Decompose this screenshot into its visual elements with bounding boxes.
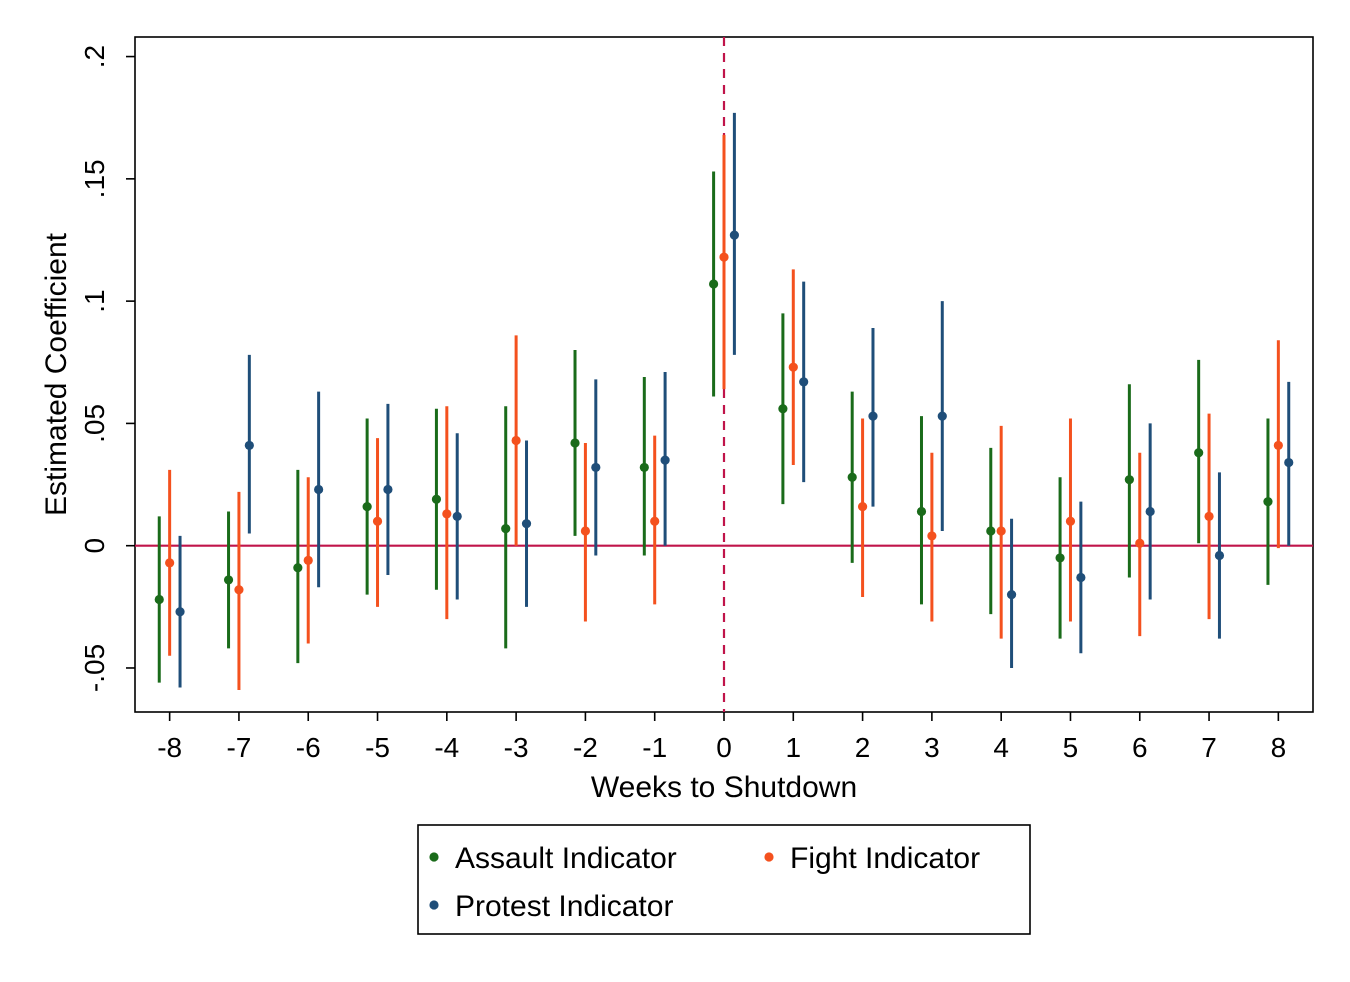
assault-indicator-legend-marker — [429, 852, 439, 862]
assault-indicator-point — [1124, 475, 1134, 485]
legend-box — [417, 824, 1031, 935]
protest-indicator-point — [1214, 550, 1225, 561]
assault-indicator-point — [778, 404, 788, 414]
x-tick-label: 6 — [1132, 732, 1148, 763]
assault-indicator-point — [986, 526, 996, 536]
protest-indicator-point — [1145, 506, 1155, 517]
fight-indicator-point — [1135, 538, 1145, 548]
assault-indicator-point — [223, 575, 234, 585]
assault-indicator-point — [431, 494, 442, 504]
fight-indicator-point — [1204, 511, 1214, 521]
x-tick-label: -2 — [573, 732, 598, 763]
fight-indicator-point — [234, 585, 244, 595]
protest-indicator-point — [799, 377, 809, 387]
protest-indicator-point — [868, 411, 878, 421]
fight-indicator-legend-marker — [764, 852, 774, 862]
fight-indicator-point — [719, 252, 729, 262]
assault-indicator-point — [709, 279, 719, 289]
assault-indicator-point — [293, 563, 303, 573]
x-tick-label: -8 — [157, 732, 182, 763]
assault-indicator-point — [1194, 448, 1204, 458]
fight-indicator-point — [1273, 440, 1283, 451]
x-axis-title: Weeks to Shutdown — [591, 771, 857, 804]
protest-indicator-point — [452, 511, 462, 521]
fight-indicator-point — [442, 509, 452, 519]
x-tick-label: -1 — [642, 732, 667, 763]
y-tick-label: .1 — [79, 289, 110, 312]
y-tick-label: .05 — [79, 404, 110, 443]
fight-indicator-point — [303, 555, 313, 565]
axes: -.05 0 .05 .1 .15 .2 -8 -7 -6 -5 -4 -3 -2 -1 0 1 2 3 4 5 6 7 8 — [79, 45, 1286, 763]
y-axis-title: Estimated Coefficient — [40, 232, 73, 516]
x-tick-label: 7 — [1201, 732, 1217, 763]
fight-indicator-point — [788, 362, 798, 372]
y-tick-label: 0 — [79, 538, 110, 554]
legend: Assault Indicator Fight Indicator Protest … — [417, 824, 1031, 935]
x-tick-label: -3 — [504, 732, 529, 763]
protest-indicator-point — [383, 484, 393, 495]
x-tick-label: -7 — [226, 732, 251, 763]
assault-indicator-point — [1055, 553, 1065, 563]
assault-indicator-point — [916, 506, 927, 517]
protest-indicator-point — [1284, 457, 1294, 468]
x-tick-label: 5 — [1063, 732, 1079, 763]
protest-indicator-point — [729, 230, 739, 240]
fight-indicator-point — [372, 516, 383, 526]
protest-indicator-point — [937, 411, 947, 421]
assault-indicator-point — [154, 594, 164, 605]
y-tick-label: .2 — [79, 45, 110, 68]
protest-indicator-legend-marker — [429, 900, 439, 910]
assault-indicator-legend-label: Assault Indicator — [455, 842, 677, 875]
protest-indicator-point — [175, 607, 185, 617]
fight-indicator-point — [650, 516, 660, 526]
assault-indicator-point — [501, 523, 511, 534]
protest-indicator-point — [591, 462, 601, 473]
assault-indicator-point — [362, 501, 372, 512]
x-tick-label: -4 — [434, 732, 459, 763]
fight-indicator-point — [996, 526, 1006, 536]
protest-indicator-point — [521, 519, 532, 529]
protest-indicator-point — [1076, 572, 1086, 583]
fight-indicator-point — [857, 501, 868, 512]
chart-marks — [154, 112, 1294, 690]
x-tick-label: -5 — [365, 732, 390, 763]
x-tick-label: -6 — [296, 732, 321, 763]
assault-indicator-point — [847, 472, 857, 482]
protest-indicator-legend-label: Protest Indicator — [455, 890, 673, 923]
protest-indicator-point — [314, 484, 324, 495]
x-tick-label: 1 — [786, 732, 802, 763]
fight-indicator-point — [1065, 516, 1076, 526]
assault-indicator-point — [570, 438, 580, 448]
assault-indicator-point — [1263, 497, 1273, 507]
x-tick-label: 0 — [716, 732, 732, 763]
protest-indicator-point — [1006, 590, 1017, 600]
fight-indicator-point — [927, 531, 937, 541]
protest-indicator-point — [244, 440, 254, 451]
fight-indicator-point — [511, 435, 521, 446]
fight-indicator-point — [165, 558, 175, 568]
x-tick-label: 3 — [924, 732, 940, 763]
x-tick-label: 8 — [1271, 732, 1287, 763]
y-tick-label: .15 — [79, 159, 110, 198]
protest-indicator-point — [660, 455, 670, 465]
y-tick-label: -.05 — [79, 644, 110, 692]
fight-indicator-legend-label: Fight Indicator — [790, 842, 980, 875]
x-tick-label: 2 — [855, 732, 871, 763]
assault-indicator-point — [639, 462, 649, 473]
fight-indicator-point — [580, 526, 591, 536]
x-tick-label: 4 — [993, 732, 1009, 763]
